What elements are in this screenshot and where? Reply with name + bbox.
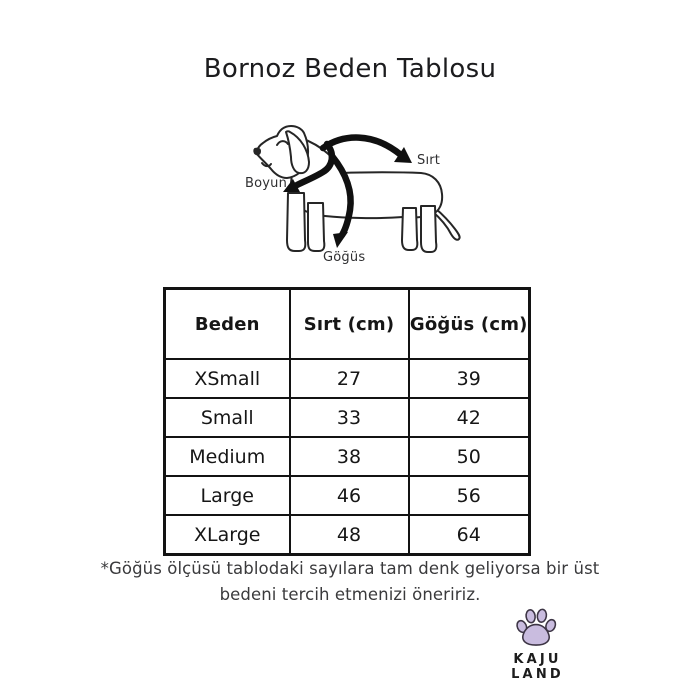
- back-measure-label: Sırt: [417, 153, 441, 168]
- dog-measurement-diagram: Boyun Sırt Göğüs: [235, 118, 480, 270]
- gogus-value-cell: 50: [407, 436, 531, 477]
- col-header-gogus: Göğüs (cm): [407, 287, 531, 360]
- sirt-value-cell: 48: [288, 514, 410, 556]
- back-arrowhead: [394, 147, 412, 163]
- neck-measure-label: Boyun: [245, 176, 288, 191]
- size-name-cell: Medium: [163, 436, 291, 477]
- size-name-cell: XSmall: [163, 358, 291, 399]
- brand-logo: KAJU LAND: [494, 606, 578, 682]
- gogus-value-cell: 42: [407, 397, 531, 438]
- gogus-value-cell: 64: [407, 514, 531, 556]
- paw-icon: [516, 608, 557, 646]
- footnote: *Göğüs ölçüsü tablodaki sayılara tam den…: [0, 556, 700, 608]
- dog-nose: [253, 147, 261, 156]
- brand-name: KAJU LAND: [494, 652, 578, 682]
- footnote-line-2: bedeni tercih etmenizi öneririz.: [219, 585, 481, 604]
- neck-arrowhead: [283, 179, 300, 192]
- dog-tail: [431, 207, 461, 241]
- chest-measure-label: Göğüs: [323, 250, 366, 265]
- dog-eye: [276, 140, 289, 146]
- size-table: Beden Sırt (cm) Göğüs (cm) XSmall 27 39 …: [163, 287, 531, 556]
- dog-hind-leg: [401, 207, 419, 251]
- chest-arrowhead: [333, 232, 348, 248]
- measurement-arrows: [283, 134, 412, 248]
- dog-front-leg: [286, 192, 307, 252]
- size-row-medium: Medium 38 50: [163, 436, 531, 477]
- size-row-xlarge: XLarge 48 64: [163, 514, 531, 556]
- brand-name-line-1: KAJU: [513, 652, 562, 667]
- size-name-cell: Large: [163, 475, 291, 516]
- sirt-value-cell: 27: [288, 358, 410, 399]
- dog-hind-leg: [420, 205, 438, 253]
- size-name-cell: XLarge: [163, 514, 291, 556]
- size-table-header-row: Beden Sırt (cm) Göğüs (cm): [163, 287, 531, 360]
- dog-ear: [285, 130, 310, 175]
- gogus-value-cell: 39: [407, 358, 531, 399]
- size-row-large: Large 46 56: [163, 475, 531, 516]
- col-header-beden: Beden: [163, 287, 291, 360]
- dog-front-leg: [307, 202, 326, 252]
- size-row-xsmall: XSmall 27 39: [163, 358, 531, 399]
- brand-name-line-2: LAND: [511, 667, 564, 682]
- dog-illustration: [253, 125, 461, 253]
- dog-smile: [261, 162, 272, 168]
- col-header-sirt: Sırt (cm): [288, 287, 410, 360]
- size-row-small: Small 33 42: [163, 397, 531, 438]
- sirt-value-cell: 33: [288, 397, 410, 438]
- footnote-line-1: *Göğüs ölçüsü tablodaki sayılara tam den…: [100, 559, 600, 578]
- chest-measure-arrow: [328, 152, 354, 239]
- sirt-value-cell: 46: [288, 475, 410, 516]
- page-title: Bornoz Beden Tablosu: [203, 54, 497, 84]
- sirt-value-cell: 38: [288, 436, 410, 477]
- gogus-value-cell: 56: [407, 475, 531, 516]
- size-name-cell: Small: [163, 397, 291, 438]
